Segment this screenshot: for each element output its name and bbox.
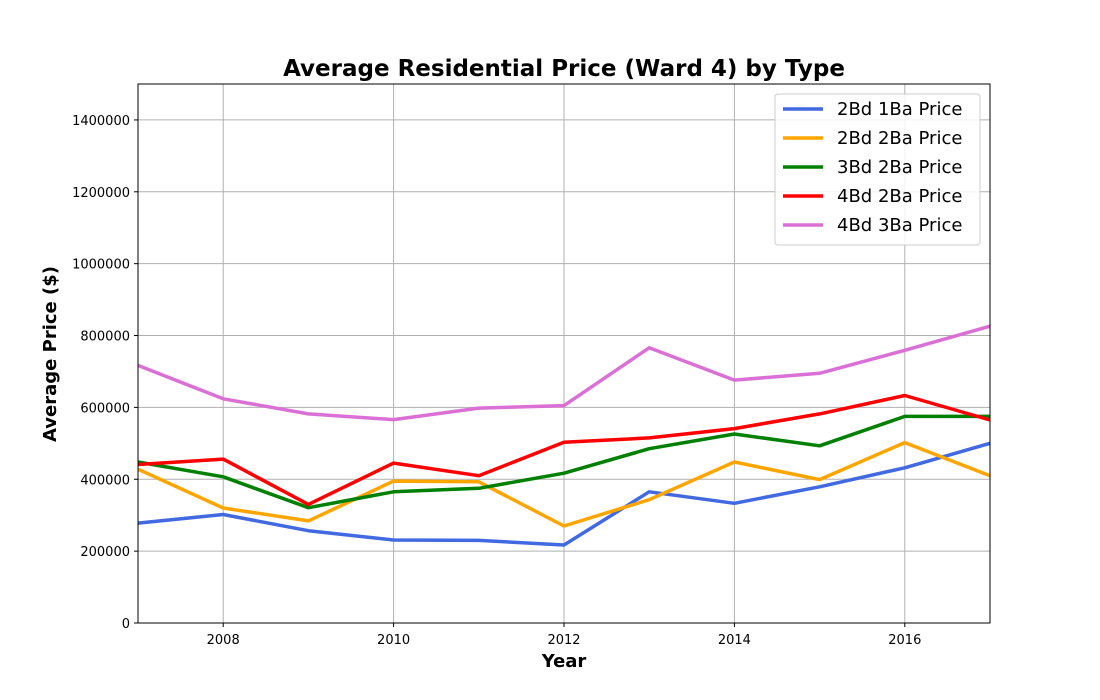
legend-label: 4Bd 2Ba Price (837, 186, 962, 207)
x-tick-label: 2012 (547, 633, 580, 648)
y-axis-ticks: 0 200000 400000 600000 800000 1000000 1200000 1… (72, 114, 138, 632)
x-tick-label: 2016 (888, 633, 921, 648)
x-tick-label: 2014 (718, 633, 751, 648)
y-tick-label: 0 (122, 617, 130, 632)
series-line-3 (137, 393, 991, 507)
series-line-2 (137, 414, 990, 510)
x-tick-label: 2008 (207, 633, 240, 648)
y-tick-label: 1200000 (72, 186, 130, 201)
x-axis-label: Year (541, 651, 587, 672)
legend[interactable]: 2Bd 1Ba Price 2Bd 2Ba Price 3Bd 2Ba Price 4… (774, 93, 981, 246)
series-lines (137, 324, 991, 547)
legend-label: 2Bd 2Ba Price (837, 128, 962, 149)
y-tick-label: 1000000 (72, 258, 130, 273)
series-line-1 (137, 440, 991, 528)
series-line-4 (137, 324, 991, 422)
series-line-0 (137, 441, 991, 547)
y-tick-label: 200000 (80, 545, 130, 560)
x-tick-label: 2010 (377, 633, 410, 648)
y-tick-label: 800000 (80, 330, 130, 345)
y-tick-label: 600000 (80, 401, 130, 416)
x-axis-ticks: 2008 2010 2012 2014 2016 (207, 623, 921, 648)
legend-label: 4Bd 3Ba Price (837, 215, 962, 236)
legend-label: 2Bd 1Ba Price (837, 99, 962, 120)
chart-title: Average Residential Price (Ward 4) by Ty… (283, 56, 845, 82)
legend-label: 3Bd 2Ba Price (837, 157, 962, 178)
y-axis-label: Average Price ($) (40, 266, 61, 442)
y-tick-label: 1400000 (72, 114, 130, 129)
y-tick-label: 400000 (80, 473, 130, 488)
legend-box (774, 93, 981, 246)
